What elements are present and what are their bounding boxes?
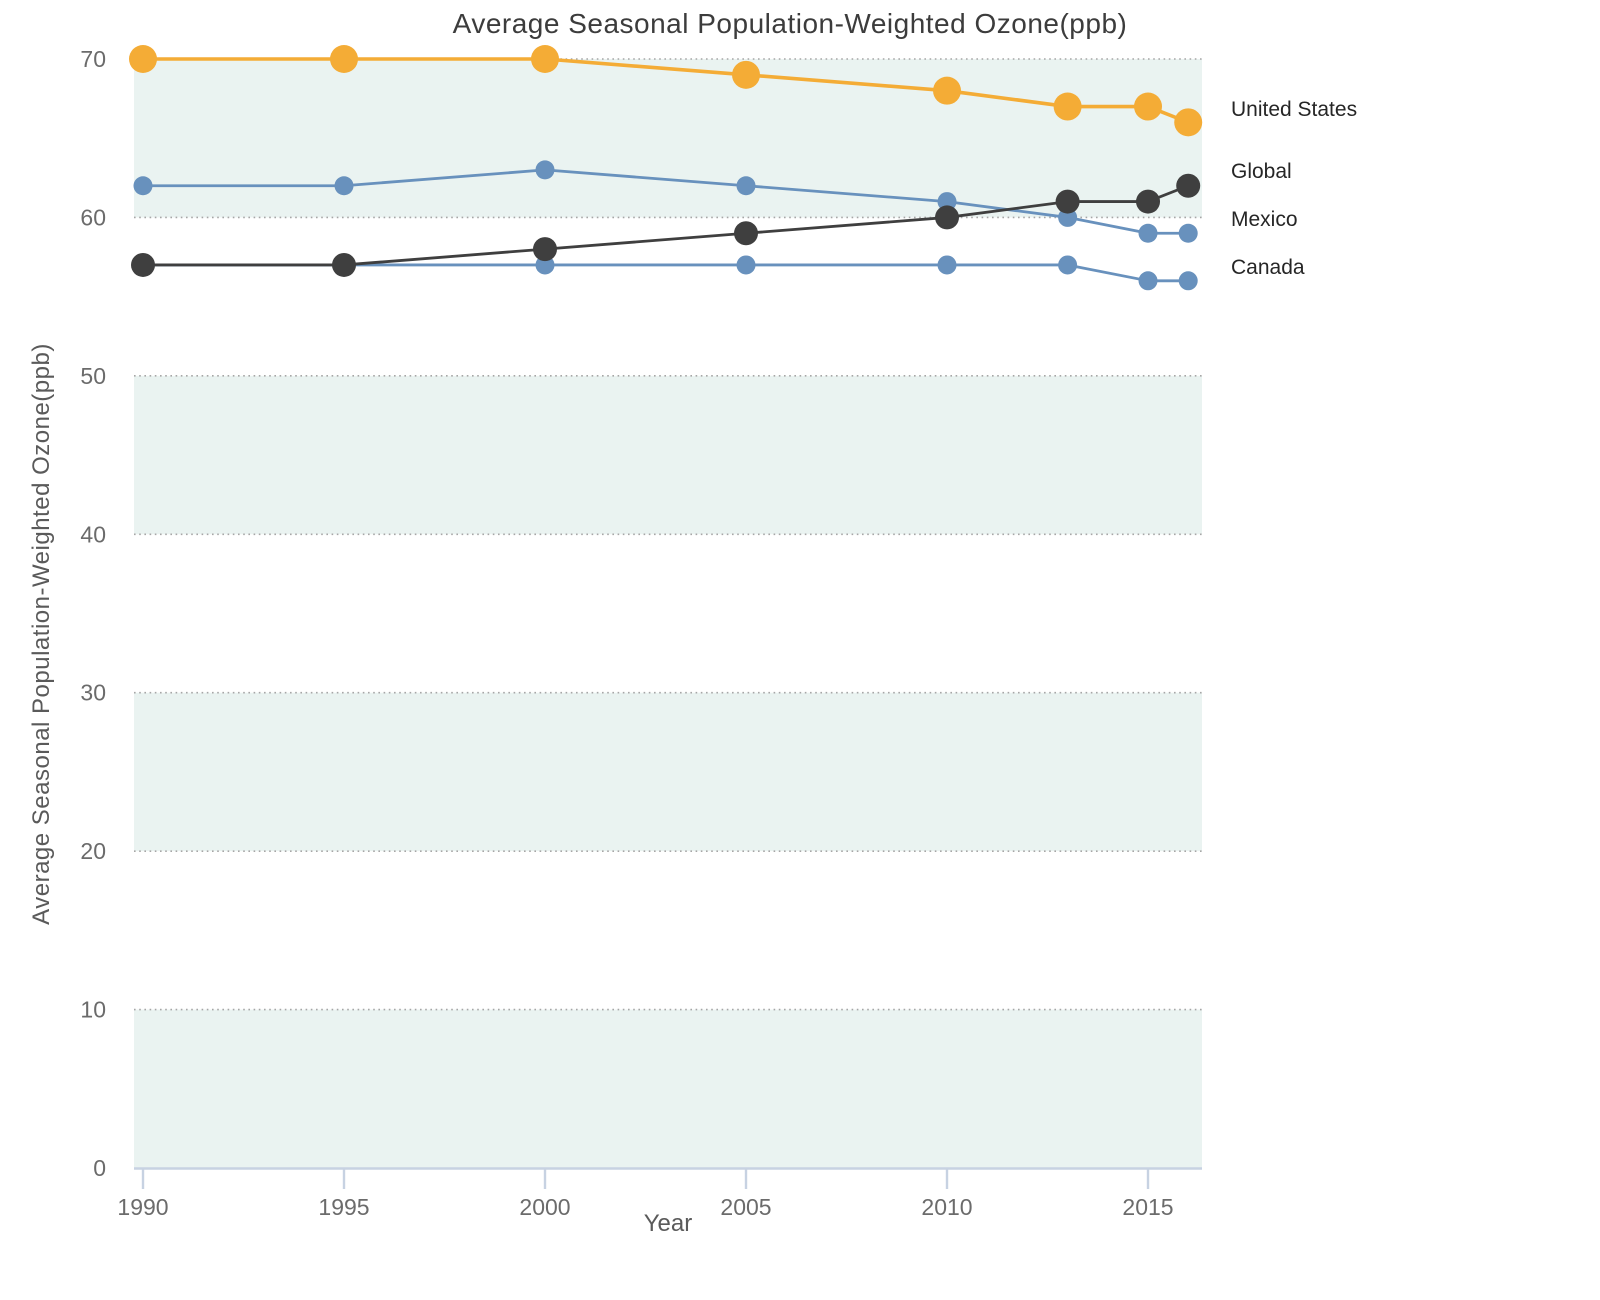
data-point-united-states-2010 [933,76,962,105]
x-tick-label-1995: 1995 [318,1194,369,1220]
data-point-mexico-2010 [935,205,960,230]
data-point-global-2010 [937,192,957,212]
band-40-50 [134,375,1202,535]
series-line-mexico [143,184,1189,267]
legend-label-global: Global [1231,160,1292,183]
x-tick-label-2000: 2000 [519,1194,570,1220]
data-point-united-states-2000 [531,45,560,73]
y-tick-label-50: 50 [80,363,106,389]
data-point-united-states-2005 [732,60,761,89]
data-point-global-2013 [1058,207,1078,227]
data-point-global-1995 [334,176,354,196]
legend-label-united-states: United States [1231,98,1358,121]
data-point-global-2000 [535,160,555,180]
data-point-united-states-1990 [129,45,158,73]
data-point-canada-2010 [937,255,957,275]
y-tick-label-20: 20 [80,838,106,864]
legend-label-mexico: Mexico [1231,208,1298,231]
data-point-united-states-1995 [330,45,359,73]
y-tick-label-10: 10 [80,997,106,1023]
data-point-mexico-1995 [332,252,357,277]
data-point-united-states-2013 [1053,92,1082,121]
band-20-30 [134,692,1202,852]
data-point-united-states-2016 [1174,108,1203,137]
data-point-canada-2015 [1138,271,1158,291]
data-point-canada-2013 [1058,255,1078,275]
data-point-mexico-2005 [734,221,759,246]
data-point-mexico-2013 [1055,189,1080,214]
x-tick-label-2005: 2005 [720,1194,771,1220]
data-point-global-2015 [1138,223,1158,243]
x-tick-label-2010: 2010 [921,1194,972,1220]
data-point-united-states-2015 [1134,92,1163,121]
data-point-canada-2000 [535,255,555,275]
series-line-canada [143,263,1189,283]
band-60-70 [134,59,1202,218]
data-point-global-2016 [1178,223,1198,243]
y-tick-label-0: 0 [93,1155,106,1181]
x-tick-label-1990: 1990 [117,1194,168,1220]
series-line-global [143,168,1189,235]
band-0-10 [134,1009,1202,1168]
data-point-global-1990 [133,176,153,196]
chart-title: Average Seasonal Population-Weighted Ozo… [452,8,1128,39]
x-tick-label-2015: 2015 [1122,1194,1173,1220]
data-point-global-2005 [736,176,756,196]
legend: United States Global Mexico Canada [1231,0,1591,1300]
y-tick-label-40: 40 [80,521,106,547]
y-tick-label-60: 60 [80,204,106,230]
data-point-mexico-2016 [1176,173,1201,198]
data-point-mexico-1990 [131,252,156,277]
data-point-canada-2016 [1178,271,1198,291]
data-point-mexico-2015 [1136,189,1161,214]
y-tick-label-70: 70 [80,46,106,72]
legend-label-canada: Canada [1231,256,1305,279]
x-axis-title: Year [643,1210,693,1237]
data-point-mexico-2000 [533,237,558,262]
data-point-canada-2005 [736,255,756,275]
y-tick-label-30: 30 [80,680,106,706]
